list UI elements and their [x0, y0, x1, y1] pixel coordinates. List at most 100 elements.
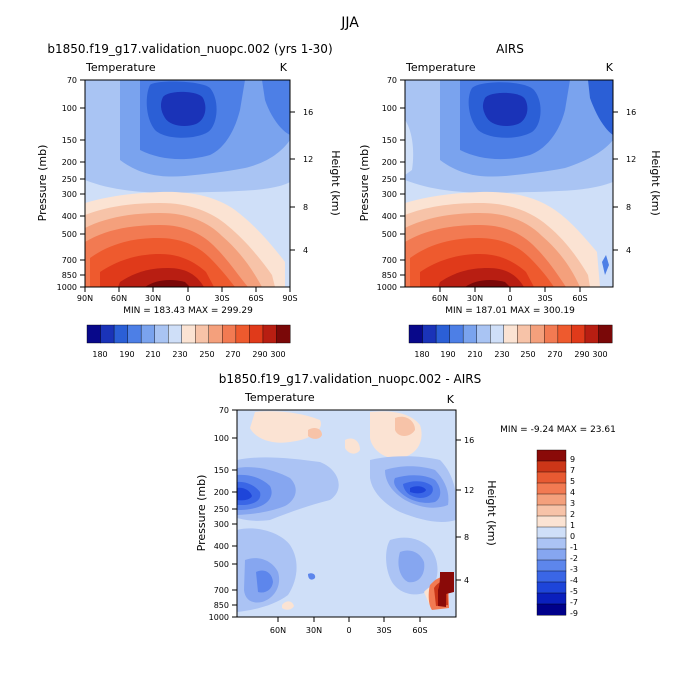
colorbar-swatches — [86, 324, 291, 344]
y2-tick-label: 8 — [626, 203, 631, 212]
colorbar-label: 210 — [145, 350, 160, 359]
colorbar-label: 270 — [225, 350, 240, 359]
y2-tick-label: 16 — [303, 108, 313, 117]
colorbar-label: -9 — [570, 609, 578, 618]
panel-title: b1850.f19_g17.validation_nuopc.002 (yrs … — [47, 42, 332, 56]
colorbar-label: -3 — [570, 565, 578, 574]
contour-band — [345, 438, 360, 454]
y-tick-label: 850 — [214, 601, 229, 610]
colorbar: 180 190 210 230 250 270 290 300 — [86, 324, 291, 359]
contour-band — [398, 550, 425, 583]
colorbar-swatch — [249, 324, 264, 344]
contour-band — [588, 80, 613, 135]
contour-band — [282, 601, 294, 610]
panel-title: AIRS — [496, 42, 524, 56]
colorbar-swatch — [598, 324, 613, 344]
colorbar-label: 230 — [172, 350, 187, 359]
colorbar-label: 180 — [414, 350, 429, 359]
plot-frame — [236, 409, 457, 618]
y-tick-label: 400 — [214, 542, 229, 551]
y2-tick-label: 12 — [626, 155, 636, 164]
colorbar-label: 9 — [570, 455, 575, 464]
y-tick-label: 500 — [382, 230, 397, 239]
y-tick-label: 150 — [382, 136, 397, 145]
y-tick-label: 850 — [382, 271, 397, 280]
contour-band — [395, 416, 415, 436]
min-max-stats: MIN = 183.43 MAX = 299.29 — [123, 306, 253, 316]
panel-observations: AIRS Temperature K 70 100 — [358, 42, 662, 359]
field-label: Temperature — [244, 391, 315, 404]
contour-band — [482, 92, 528, 126]
x-tick-label: 30N — [145, 294, 161, 303]
y2-tick-label: 12 — [464, 486, 474, 495]
contour-field — [405, 80, 613, 287]
y-tick-label: 300 — [62, 190, 77, 199]
x-tick-label: 60N — [432, 294, 448, 303]
colorbar-swatch — [490, 324, 505, 344]
y2-axis: 16 12 8 4 Height (km) — [456, 436, 498, 585]
colorbar-label: 290 — [252, 350, 267, 359]
y-tick-label: 200 — [214, 488, 229, 497]
y-tick-label: 100 — [382, 104, 397, 113]
colorbar-swatch — [262, 324, 277, 344]
colorbar-label: 0 — [570, 532, 575, 541]
y2-axis-title: Height (km) — [649, 150, 662, 216]
colorbar-swatch — [181, 324, 196, 344]
y2-axis: 16 12 8 4 Height (km) — [613, 108, 662, 255]
y-tick-label: 150 — [62, 136, 77, 145]
colorbar-swatch — [536, 515, 567, 528]
y2-tick-label: 4 — [626, 246, 631, 255]
x-tick-label: 0 — [185, 294, 190, 303]
y-tick-label: 250 — [382, 175, 397, 184]
y2-axis-title: Height (km) — [329, 150, 342, 216]
colorbar-swatch — [127, 324, 142, 344]
colorbar-swatch — [557, 324, 572, 344]
y-tick-label: 70 — [219, 406, 229, 415]
y-tick-label: 700 — [382, 256, 397, 265]
colorbar-label: 4 — [570, 488, 575, 497]
contour-band — [237, 487, 252, 501]
colorbar-label: 230 — [494, 350, 509, 359]
colorbar-label: -5 — [570, 587, 578, 596]
y-tick-label: 500 — [214, 560, 229, 569]
y-tick-label: 100 — [62, 104, 77, 113]
x-tick-label: 60S — [572, 294, 587, 303]
x-tick-label: 0 — [507, 294, 512, 303]
colorbar-swatch — [167, 324, 183, 344]
contour-band — [308, 427, 322, 439]
colorbar-label: 300 — [270, 350, 285, 359]
y-tick-label: 70 — [387, 76, 397, 85]
contour-band — [405, 120, 414, 175]
colorbar-label: 5 — [570, 477, 575, 486]
y2-axis: 16 12 8 4 Height (km) — [290, 108, 342, 255]
colorbar-swatch — [195, 324, 210, 344]
contour-band — [602, 255, 609, 275]
colorbar-swatches — [536, 449, 567, 616]
colorbar-label: 2 — [570, 510, 575, 519]
x-axis: 60N 30N 0 30S 60S — [270, 617, 428, 635]
units-label: K — [280, 61, 288, 74]
y2-tick-label: 12 — [303, 155, 313, 164]
x-tick-label: 30S — [214, 294, 229, 303]
contour-band — [160, 91, 206, 126]
colorbar-swatch — [422, 324, 437, 344]
x-axis: 90N 60N 30N 0 30S 60S 90S — [77, 287, 298, 303]
y-tick-label: 850 — [62, 271, 77, 280]
contour-band — [410, 486, 426, 494]
colorbar-label: 210 — [467, 350, 482, 359]
y-tick-label: 150 — [214, 466, 229, 475]
x-tick-label: 90S — [282, 294, 297, 303]
y-axis: 70 100 150 200 250 300 400 500 700 850 1… — [195, 406, 237, 622]
colorbar-swatch — [536, 526, 567, 539]
colorbar-label: 7 — [570, 466, 575, 475]
y-axis: 70 100 150 200 250 300 400 500 700 850 1… — [36, 76, 85, 292]
colorbar-swatches — [408, 324, 613, 344]
colorbar-swatch — [536, 537, 567, 550]
colorbar-swatch — [536, 570, 567, 583]
y2-tick-label: 8 — [464, 533, 469, 542]
colorbar-swatch — [476, 324, 491, 344]
units-label: K — [606, 61, 614, 74]
colorbar-swatch — [462, 324, 478, 344]
colorbar-swatch — [503, 324, 518, 344]
x-tick-label: 30N — [467, 294, 483, 303]
